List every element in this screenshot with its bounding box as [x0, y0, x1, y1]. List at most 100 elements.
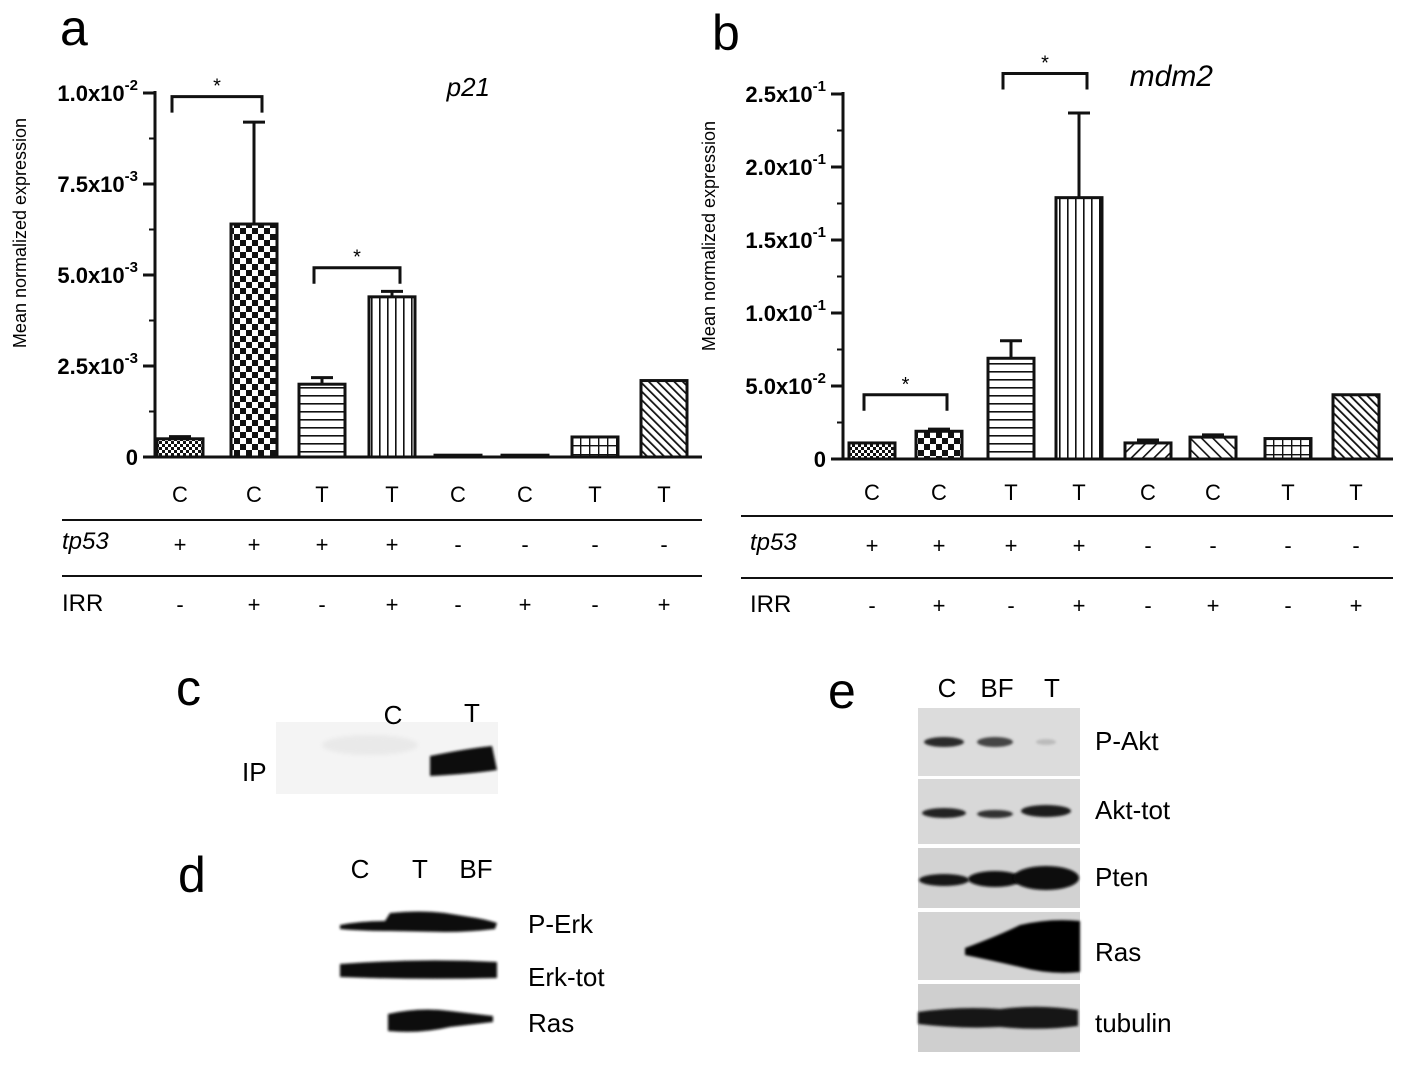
row-label-p-akt: P-Akt	[1095, 726, 1159, 756]
tp53-value: +	[316, 532, 329, 557]
irr-value: -	[1144, 593, 1151, 618]
row-label-ip: IP	[242, 757, 267, 787]
category-label: C	[864, 480, 880, 505]
y-tick-label: 0	[814, 447, 826, 472]
error-bar-3	[1000, 339, 1022, 359]
bar-5	[1123, 441, 1173, 461]
category-label: C	[1205, 480, 1221, 505]
bar-2	[229, 222, 279, 459]
significance-label: *	[353, 247, 361, 269]
lane-label-c: C	[384, 700, 403, 730]
row-label-tp53: tp53	[750, 529, 797, 556]
tp53-value: +	[174, 532, 187, 557]
panel-label-e: e	[828, 663, 856, 719]
lane-label-t: T	[464, 698, 480, 728]
y-tick-label: 0	[126, 445, 138, 470]
category-label: C	[1140, 480, 1156, 505]
error-bar-6	[1202, 433, 1224, 438]
significance-label: *	[902, 374, 910, 396]
row-label-pten: Pten	[1095, 862, 1149, 892]
row-label-tp53: tp53	[62, 528, 109, 555]
blot-band	[430, 746, 497, 776]
tp53-value: +	[933, 533, 946, 558]
blot-band	[977, 810, 1013, 818]
tp53-value: -	[660, 532, 667, 557]
category-label: T	[1072, 480, 1085, 505]
faint-smear	[322, 735, 418, 755]
bar-2	[914, 429, 964, 461]
bar-7	[570, 435, 620, 459]
category-label: T	[315, 482, 328, 507]
blot-band-p-erk	[340, 911, 497, 932]
blot-band	[968, 871, 1022, 887]
chart-title: p21	[446, 72, 490, 102]
error-bar-4	[381, 289, 403, 297]
lane-label-c: C	[938, 673, 957, 703]
blot-panel-e: C BF T P-Akt Akt-tot Pten Ras tubulin	[918, 673, 1172, 1052]
y-tick-label: 2.0x10-1	[745, 151, 826, 180]
panel-label-a: a	[60, 0, 88, 56]
category-label: T	[385, 482, 398, 507]
chart-mdm2: mdm2 Mean normalized expression 0 5.0x10-…	[699, 53, 1393, 618]
tp53-value: +	[1073, 533, 1086, 558]
lane-label-t: T	[1044, 673, 1060, 703]
row-label-irr: IRR	[750, 591, 791, 618]
blot-band	[965, 920, 1080, 973]
irr-value: -	[1007, 593, 1014, 618]
error-bar-2	[243, 120, 265, 225]
category-label: C	[172, 482, 188, 507]
significance-bracket-1: *	[170, 76, 264, 113]
lane-label-bf: BF	[980, 673, 1013, 703]
y-tick-label: 1.0x10-2	[57, 77, 138, 106]
tp53-value: -	[521, 532, 528, 557]
tp53-value: +	[866, 533, 879, 558]
blot-band-erk-tot	[340, 960, 497, 979]
tp53-value: +	[1005, 533, 1018, 558]
row-label-tubulin: tubulin	[1095, 1008, 1172, 1038]
row-label-ras: Ras	[1095, 937, 1141, 967]
bar-8	[639, 379, 689, 459]
row-label-p-erk: P-Erk	[528, 909, 594, 939]
panel-label-d: d	[178, 847, 206, 903]
error-bar-2	[928, 427, 950, 432]
irr-value: -	[454, 592, 461, 617]
error-bar-1	[169, 435, 191, 439]
significance-label: *	[1041, 53, 1049, 75]
tp53-value: -	[1144, 533, 1151, 558]
irr-value: -	[591, 592, 598, 617]
y-tick-label: 5.0x10-2	[745, 370, 826, 399]
blot-band	[919, 874, 969, 886]
irr-value: +	[933, 593, 946, 618]
category-label: T	[1004, 480, 1017, 505]
irr-value: +	[386, 592, 399, 617]
bar-3	[986, 356, 1036, 461]
bar-1	[847, 441, 897, 461]
irr-value: +	[519, 592, 532, 617]
row-label-ras: Ras	[528, 1008, 574, 1038]
bar-3	[297, 382, 347, 459]
category-label: T	[588, 482, 601, 507]
row-label-erk-tot: Erk-tot	[528, 962, 605, 992]
tp53-value: -	[1352, 533, 1359, 558]
tp53-value: +	[248, 532, 261, 557]
irr-value: -	[176, 592, 183, 617]
blot-band	[977, 737, 1013, 747]
blot-band	[922, 808, 966, 818]
y-tick-label: 5.0x10-3	[57, 259, 138, 288]
blot-band	[924, 737, 964, 747]
blot-band-ras	[388, 1009, 493, 1032]
irr-value: +	[248, 592, 261, 617]
blot-band	[1036, 739, 1056, 745]
y-tick-label: 1.5x10-1	[745, 224, 826, 253]
bar-4	[367, 295, 417, 459]
panel-label-c: c	[176, 660, 201, 716]
irr-value: +	[658, 592, 671, 617]
tp53-value: -	[591, 532, 598, 557]
bar-6	[1188, 435, 1238, 461]
bar-1	[155, 437, 205, 459]
panel-label-b: b	[712, 5, 740, 61]
irr-value: +	[1207, 593, 1220, 618]
tp53-value: +	[386, 532, 399, 557]
significance-bracket-2: *	[1001, 53, 1089, 90]
